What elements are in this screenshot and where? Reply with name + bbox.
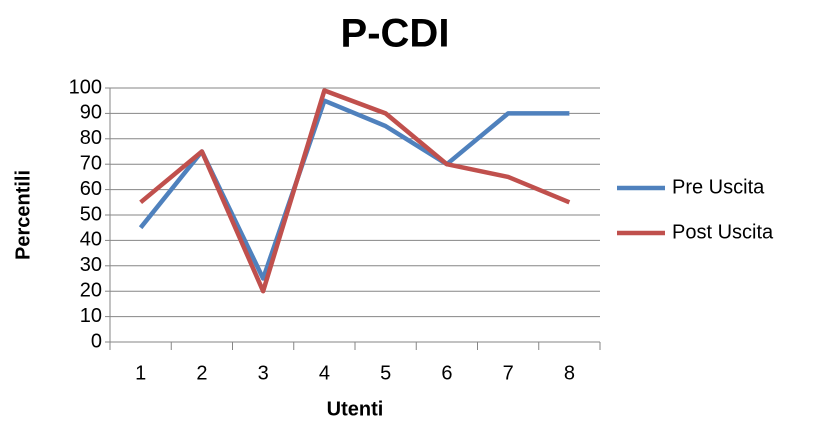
legend-label: Pre Uscita <box>672 176 765 198</box>
line-series <box>139 88 571 294</box>
y-tick-label: 0 <box>91 330 102 352</box>
x-tick-label: 2 <box>196 362 207 384</box>
legend-label: Post Uscita <box>672 221 774 243</box>
x-axis-label: Utenti <box>327 398 384 420</box>
y-axis-label: Percentili <box>12 170 34 260</box>
y-tick-label: 70 <box>80 152 102 174</box>
y-tick-label: 40 <box>80 229 102 251</box>
y-tick-label: 100 <box>69 76 102 98</box>
x-tick-label: 5 <box>380 362 391 384</box>
y-tick-label: 80 <box>80 127 102 149</box>
x-tick-label: 8 <box>564 362 575 384</box>
chart-title: P-CDI <box>341 12 450 56</box>
x-tick-label: 6 <box>441 362 452 384</box>
x-tick-label: 3 <box>258 362 269 384</box>
y-tick-label: 50 <box>80 203 102 225</box>
x-tick-label: 7 <box>503 362 514 384</box>
y-tick-label: 30 <box>80 254 102 276</box>
x-tick-label: 1 <box>135 362 146 384</box>
y-tick-label: 10 <box>80 305 102 327</box>
y-tick-label: 90 <box>80 102 102 124</box>
y-tick-label: 20 <box>80 279 102 301</box>
y-tick-label: 60 <box>80 178 102 200</box>
x-tick-label: 4 <box>319 362 330 384</box>
